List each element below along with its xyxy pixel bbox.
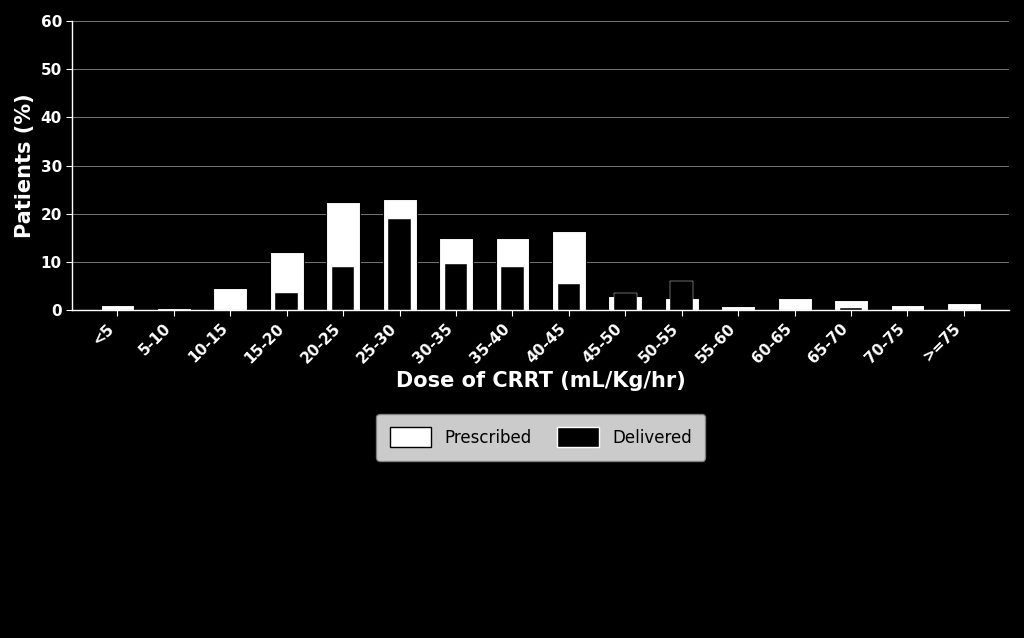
Bar	[157, 308, 190, 310]
Bar	[552, 230, 586, 310]
Bar	[496, 238, 529, 310]
Bar	[614, 293, 637, 310]
Bar	[332, 267, 354, 310]
Bar	[608, 295, 642, 310]
Bar	[671, 281, 693, 310]
Bar	[444, 264, 467, 310]
Legend: Prescribed, Delivered: Prescribed, Delivered	[377, 414, 705, 461]
Bar	[213, 288, 247, 310]
Bar	[665, 298, 698, 310]
Bar	[558, 284, 581, 310]
Bar	[835, 300, 868, 310]
Bar	[947, 303, 981, 310]
Bar	[777, 298, 811, 310]
Bar	[891, 305, 925, 310]
Bar	[388, 219, 411, 310]
Bar	[383, 199, 417, 310]
X-axis label: Dose of CRRT (mL/Kg/hr): Dose of CRRT (mL/Kg/hr)	[396, 371, 685, 392]
Bar	[721, 306, 755, 310]
Y-axis label: Patients (%): Patients (%)	[15, 93, 35, 238]
Bar	[439, 238, 473, 310]
Bar	[100, 305, 134, 310]
Bar	[840, 308, 862, 310]
Bar	[275, 293, 298, 310]
Bar	[270, 252, 304, 310]
Bar	[501, 267, 523, 310]
Bar	[327, 202, 360, 310]
